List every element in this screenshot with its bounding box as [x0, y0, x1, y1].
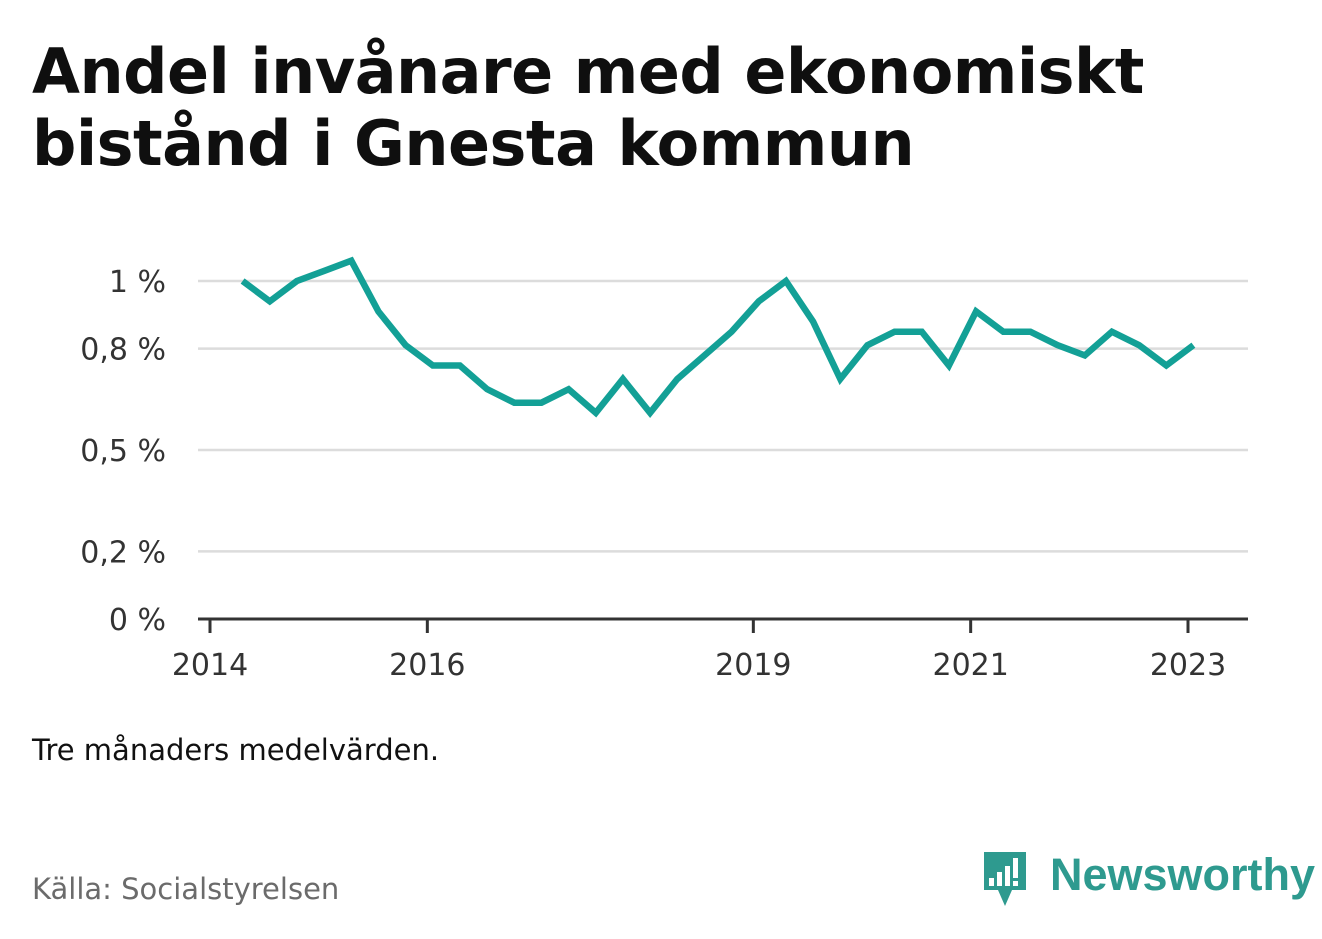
data-point: [974, 309, 978, 313]
series-line: [240, 256, 1196, 418]
data-point: [322, 269, 326, 273]
x-tick-label: 2019: [715, 648, 791, 683]
y-tick-label: 0,2 %: [80, 535, 166, 570]
y-tick-label: 0,5 %: [80, 434, 166, 469]
x-tick-label: 2021: [932, 648, 1008, 683]
data-point: [1137, 343, 1141, 347]
data-point: [1001, 330, 1005, 334]
data-point: [1164, 364, 1168, 368]
data-point: [567, 387, 571, 391]
data-point: [458, 364, 462, 368]
data-point: [920, 330, 924, 334]
data-point: [1028, 330, 1032, 334]
data-point: [1083, 353, 1087, 357]
data-point: [865, 343, 869, 347]
data-point: [295, 279, 299, 283]
x-tick-label: 2014: [172, 648, 248, 683]
x-tick-label: 2023: [1150, 648, 1226, 683]
data-point: [621, 377, 625, 381]
data-point: [594, 411, 598, 415]
y-tick-label: 1 %: [109, 265, 166, 300]
data-point: [730, 330, 734, 334]
data-point: [784, 279, 788, 283]
line-chart: 0 % 0,2 % 0,5 % 0,8 % 1 % 2014 2016 2019 2021 202…: [80, 256, 1248, 683]
data-point: [349, 259, 353, 263]
data-point: [539, 401, 543, 405]
data-point: [1191, 343, 1195, 347]
data-point: [268, 299, 272, 303]
data-point: [893, 330, 897, 334]
data-point: [376, 309, 380, 313]
data-point: [702, 353, 706, 357]
data-point: [1056, 343, 1060, 347]
data-point: [404, 343, 408, 347]
data-point: [648, 411, 652, 415]
data-point: [431, 364, 435, 368]
y-tick-label: 0 %: [109, 603, 166, 638]
data-point: [757, 299, 761, 303]
data-point: [947, 364, 951, 368]
data-point: [675, 377, 679, 381]
data-point: [1110, 330, 1114, 334]
data-point: [512, 401, 516, 405]
data-point: [485, 387, 489, 391]
data-point: [811, 320, 815, 324]
brand-name: Newsworthy: [1050, 849, 1316, 900]
chart-note: Tre månaders medelvärden.: [32, 733, 440, 767]
y-tick-label: 0,8 %: [80, 333, 166, 368]
source-credit: Källa: Socialstyrelsen: [32, 872, 340, 906]
chart-title: Andel invånare med ekonomiskt bistånd i …: [32, 35, 1144, 180]
data-point: [838, 377, 842, 381]
data-point: [241, 279, 245, 283]
x-tick-label: 2016: [389, 648, 465, 683]
newsworthy-bar-chart-icon: [984, 852, 1026, 906]
